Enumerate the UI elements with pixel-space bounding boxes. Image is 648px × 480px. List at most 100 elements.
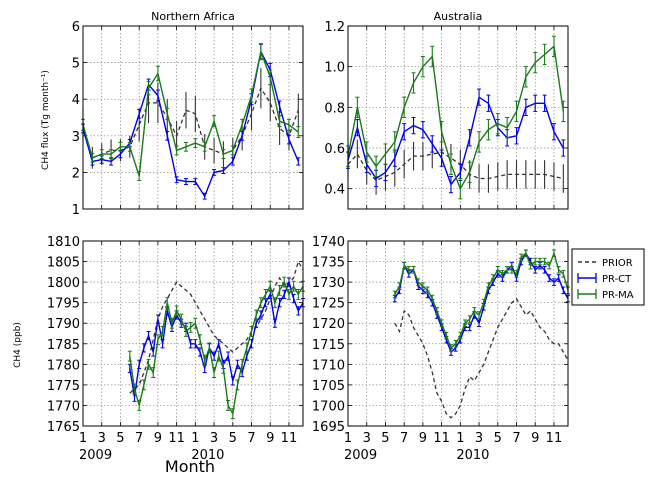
series-line-pr-ct bbox=[129, 279, 304, 398]
panel-frame bbox=[347, 25, 569, 210]
y-tick-label: 1700 bbox=[312, 399, 345, 414]
y-tick-label: 6 bbox=[72, 20, 80, 35]
series-pr-ma bbox=[346, 35, 566, 200]
y-tick-label: 3 bbox=[72, 130, 80, 145]
year-label: 2010 bbox=[191, 448, 224, 463]
y-tick-label: 1.0 bbox=[324, 61, 345, 76]
y-tick-label: 1800 bbox=[47, 276, 80, 291]
legend: PRIOR PR-CT PR-MA bbox=[571, 248, 645, 306]
x-axis-label: Month bbox=[165, 457, 215, 476]
x-tick-label: 9 bbox=[531, 431, 539, 446]
series-pr-ma bbox=[392, 249, 570, 352]
series-line-prior bbox=[347, 151, 564, 182]
y-tick-label: 1765 bbox=[47, 420, 80, 435]
y-tick-label: 1805 bbox=[47, 256, 80, 271]
y-tick-label: 1715 bbox=[312, 338, 345, 353]
y-tick-label: 1720 bbox=[312, 317, 345, 332]
year-label: 2009 bbox=[79, 448, 112, 463]
series-line-pr-ct bbox=[347, 96, 564, 187]
y-tick-label: 1735 bbox=[312, 256, 345, 271]
y-tick-label: 1795 bbox=[47, 297, 80, 312]
x-tick-label: 1 bbox=[456, 431, 464, 446]
legend-label: PRIOR bbox=[602, 258, 633, 269]
y-tick-label: 1770 bbox=[47, 399, 80, 414]
x-tick-label: 7 bbox=[247, 431, 255, 446]
x-tick-label: 7 bbox=[400, 431, 408, 446]
series-prior bbox=[394, 297, 569, 419]
series-line-pr-ma bbox=[82, 49, 299, 177]
year-label: 2010 bbox=[456, 448, 489, 463]
y-tick-label: 1705 bbox=[312, 379, 345, 394]
x-tick-label: 5 bbox=[381, 431, 389, 446]
y-tick-label: 1695 bbox=[312, 420, 345, 435]
y-axis-label-bottom: CH4 (ppb) bbox=[13, 322, 23, 368]
series-prior bbox=[82, 68, 299, 169]
panel-2: 0.4 0.6 0.8 1.0 1.2 Australia bbox=[324, 10, 569, 210]
x-tick-label: 9 bbox=[419, 431, 427, 446]
series-prior bbox=[129, 259, 304, 394]
legend-frame bbox=[571, 248, 645, 306]
x-tick-label: 11 bbox=[168, 431, 185, 446]
x-tick-label: 3 bbox=[475, 431, 483, 446]
panel-frame bbox=[82, 240, 304, 427]
y-tick-label: 0.6 bbox=[324, 142, 345, 157]
panels: 1 2 3 4 5 6 Northern Africa 0.4 0.6 0.8 1.0 1.2 Aust… bbox=[47, 10, 570, 463]
x-tick-label: 3 bbox=[363, 431, 371, 446]
y-tick-label: 1710 bbox=[312, 358, 345, 373]
y-tick-label: 1 bbox=[72, 203, 80, 218]
y-tick-label: 4 bbox=[72, 93, 80, 108]
series-line-pr-ma bbox=[394, 251, 569, 350]
x-tick-label: 11 bbox=[281, 431, 298, 446]
series-line-prior bbox=[129, 259, 304, 394]
x-tick-label: 5 bbox=[494, 431, 502, 446]
y-tick-label: 1730 bbox=[312, 276, 345, 291]
x-tick-label: 1 bbox=[79, 431, 87, 446]
legend-entry-prior: PRIOR bbox=[578, 258, 633, 269]
panel-frame bbox=[82, 25, 304, 210]
y-tick-label: 1725 bbox=[312, 297, 345, 312]
series-line-pr-ct bbox=[82, 49, 299, 198]
x-tick-label: 1 bbox=[344, 431, 352, 446]
x-tick-label: 3 bbox=[98, 431, 106, 446]
x-tick-label: 5 bbox=[116, 431, 124, 446]
x-tick-label: 11 bbox=[433, 431, 450, 446]
legend-label: PR-CT bbox=[602, 274, 632, 285]
y-tick-label: 1775 bbox=[47, 379, 80, 394]
y-tick-label: 1790 bbox=[47, 317, 80, 332]
y-tick-label: 1740 bbox=[312, 235, 345, 250]
series-pr-ct bbox=[127, 277, 305, 402]
legend-entry-pr-ma: PR-MA bbox=[577, 289, 634, 301]
y-tick-label: 1.2 bbox=[324, 20, 345, 35]
series-line-pr-ma bbox=[347, 44, 564, 191]
y-tick-label: 5 bbox=[72, 57, 80, 72]
x-tick-label: 9 bbox=[154, 431, 162, 446]
y-tick-label: 1780 bbox=[47, 358, 80, 373]
panel-1: 1 2 3 4 5 6 Northern Africa bbox=[72, 10, 304, 218]
x-tick-label: 5 bbox=[229, 431, 237, 446]
legend-entry-pr-ct: PR-CT bbox=[577, 273, 632, 285]
y-axis-label-top: CH4 flux (Tg month⁻¹) bbox=[41, 70, 51, 170]
series-line-prior bbox=[82, 86, 299, 159]
x-tick-label: 1 bbox=[191, 431, 199, 446]
y-tick-label: 1810 bbox=[47, 235, 80, 250]
y-tick-label: 2 bbox=[72, 166, 80, 181]
y-tick-label: 1785 bbox=[47, 338, 80, 353]
legend-label: PR-MA bbox=[602, 290, 634, 301]
x-tick-label: 7 bbox=[135, 431, 143, 446]
series-line-pr-ct bbox=[394, 251, 569, 354]
panel-title: Northern Africa bbox=[151, 10, 235, 23]
series-line-prior bbox=[394, 297, 569, 419]
y-tick-label: 0.4 bbox=[324, 183, 345, 198]
series-prior bbox=[347, 137, 564, 195]
year-label: 2009 bbox=[344, 448, 377, 463]
x-tick-label: 9 bbox=[266, 431, 274, 446]
x-tick-label: 3 bbox=[210, 431, 218, 446]
x-tick-label: 7 bbox=[512, 431, 520, 446]
panel-frame bbox=[347, 240, 569, 427]
y-tick-label: 0.8 bbox=[324, 101, 345, 116]
series-line-pr-ma bbox=[129, 280, 304, 416]
x-tick-label: 11 bbox=[546, 431, 563, 446]
